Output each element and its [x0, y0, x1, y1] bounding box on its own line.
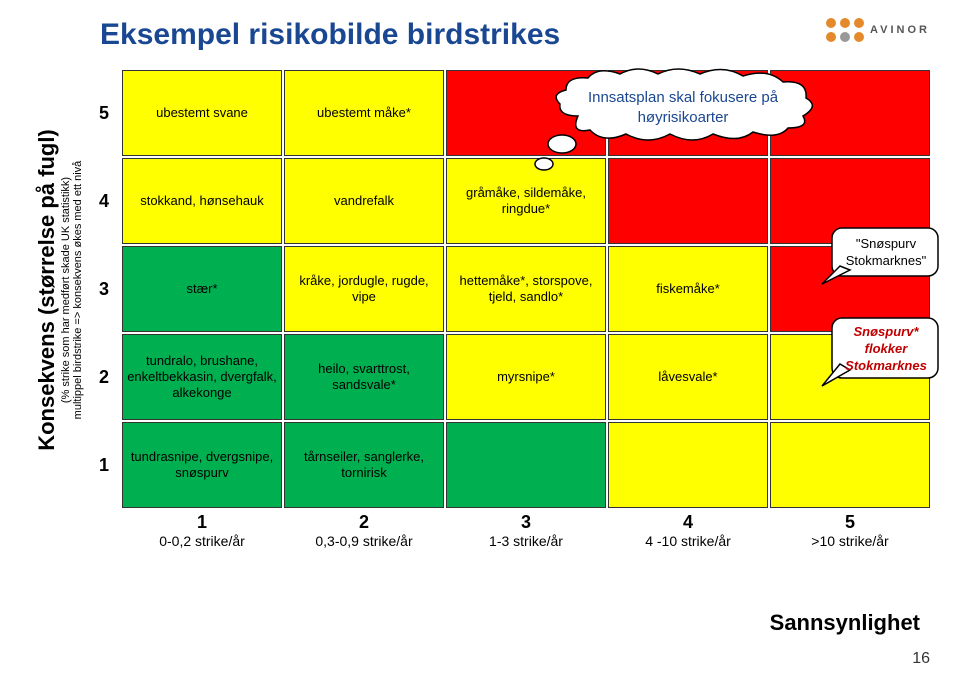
row-header-5: 5: [88, 70, 120, 156]
cell-r4c1: stokkand, hønsehauk: [122, 158, 282, 244]
col-num-3: 3: [521, 512, 531, 533]
callout-side1-line1: "Snøspurv: [856, 236, 916, 251]
col-header-3: 31-3 strike/år: [446, 510, 606, 550]
avinor-logo: AVINOR: [826, 18, 930, 42]
col-header-2: 20,3-0,9 strike/år: [284, 510, 444, 550]
callout-side1-line2: Stokmarknes": [846, 253, 926, 268]
col-txt-3: 1-3 strike/år: [489, 533, 563, 549]
page-number: 16: [912, 650, 930, 668]
cell-r5c1: ubestemt svane: [122, 70, 282, 156]
slide-title: Eksempel risikobilde birdstrikes: [100, 18, 930, 52]
y-axis-sub2: multippel birdstrike => konsekvens økes …: [72, 129, 84, 451]
cloud-trail-icon: [530, 132, 580, 182]
col-txt-5: >10 strike/år: [811, 533, 888, 549]
logo-dots-icon: [826, 18, 864, 42]
cell-r2c1: tundralo, brushane, enkeltbekkasin, dver…: [122, 334, 282, 420]
row-header-2: 2: [88, 334, 120, 420]
col-header-5: 5>10 strike/år: [770, 510, 930, 550]
col-num-2: 2: [359, 512, 369, 533]
cell-r2c3: myrsnipe*: [446, 334, 606, 420]
row-header-1: 1: [88, 422, 120, 508]
logo-text: AVINOR: [870, 24, 930, 36]
cell-r2c4: låvesvale*: [608, 334, 768, 420]
cell-r4c3: gråmåke, sildemåke, ringdue*: [446, 158, 606, 244]
y-axis-label: Konsekvens (størrelse på fugl) (% strike…: [34, 129, 84, 451]
row-header-3: 3: [88, 246, 120, 332]
row-header-4: 4: [88, 158, 120, 244]
callout-main-text: Innsatsplan skal fokusere på høyrisikoar…: [548, 88, 818, 127]
cell-r4c4: [608, 158, 768, 244]
col-txt-1: 0-0,2 strike/år: [159, 533, 245, 549]
col-num-1: 1: [197, 512, 207, 533]
col-header-4: 44 -10 strike/år: [608, 510, 768, 550]
col-num-5: 5: [845, 512, 855, 533]
cell-r1c4: [608, 422, 768, 508]
cell-r1c2: tårnseiler, sanglerke, tornirisk: [284, 422, 444, 508]
callout-side2-line1: Snøspurv*: [853, 324, 918, 339]
cell-r1c3: [446, 422, 606, 508]
callout-side1: "Snøspurv Stokmarknes": [820, 226, 940, 292]
cell-r4c2: vandrefalk: [284, 158, 444, 244]
col-txt-2: 0,3-0,9 strike/år: [315, 533, 412, 549]
cell-r1c1: tundrasnipe, dvergsnipe, snøspurv: [122, 422, 282, 508]
x-axis-label: Sannsynlighet: [770, 588, 920, 636]
col-txt-4: 4 -10 strike/år: [645, 533, 731, 549]
col-num-4: 4: [683, 512, 693, 533]
y-axis-wrap: Konsekvens (størrelse på fugl) (% strike…: [30, 70, 88, 510]
cell-r3c4: fiskemåke*: [608, 246, 768, 332]
y-axis-main: Konsekvens (størrelse på fugl): [34, 129, 59, 451]
cell-r1c5: [770, 422, 930, 508]
cell-r3c3: hettemåke*, storspove, tjeld, sandlo*: [446, 246, 606, 332]
callout-side2-line3: Stokmarknes: [845, 358, 927, 373]
callout-side2-text: Snøspurv* flokker Stokmarknes: [834, 324, 938, 375]
col-header-1: 10-0,2 strike/år: [122, 510, 282, 550]
cell-r5c2: ubestemt måke*: [284, 70, 444, 156]
callout-side1-text: "Snøspurv Stokmarknes": [834, 236, 938, 270]
callout-side2-line2: flokker: [865, 341, 908, 356]
cell-r2c2: heilo, svarttrost, sandsvale*: [284, 334, 444, 420]
callout-side2: Snøspurv* flokker Stokmarknes: [820, 316, 940, 394]
cell-r3c2: kråke, jordugle, rugde, vipe: [284, 246, 444, 332]
y-axis-sub1: (% strike som har medført skade UK stati…: [60, 129, 72, 451]
callout-main: Innsatsplan skal fokusere på høyrisikoar…: [548, 66, 818, 150]
cell-r3c1: stær*: [122, 246, 282, 332]
